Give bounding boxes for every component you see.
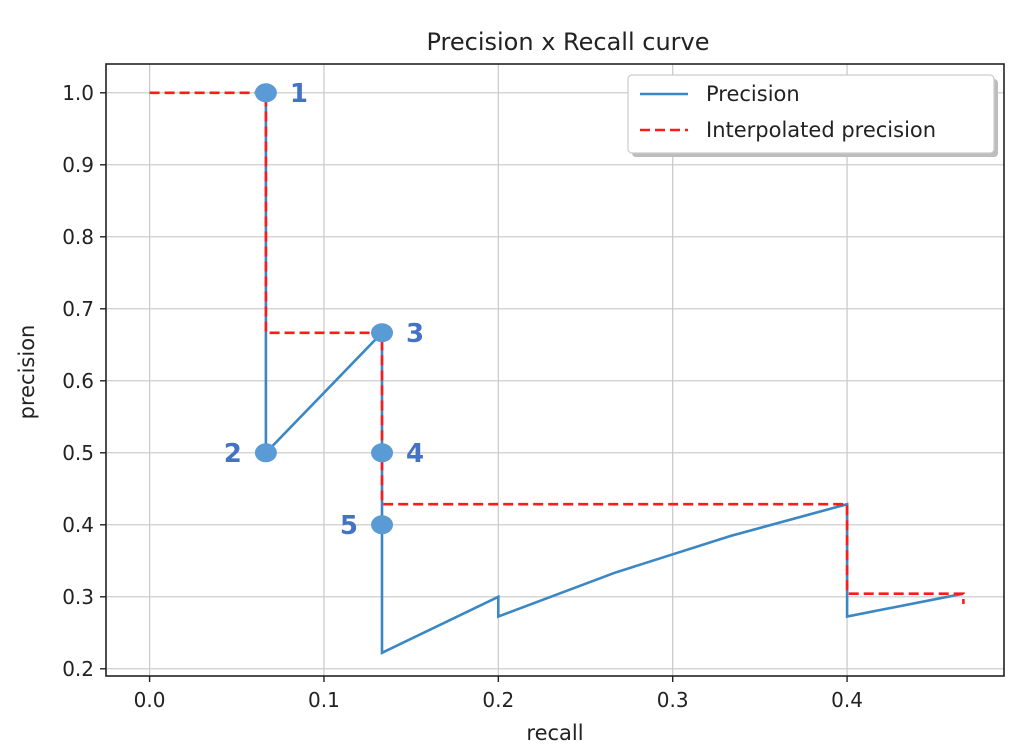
- y-tick-label-3: 0.5: [62, 441, 94, 465]
- highlighted-points: 1 2 3 4 5: [224, 79, 424, 541]
- point-label-4: 4: [406, 439, 424, 469]
- axes-frame: [105, 63, 1005, 677]
- point-marker-2: [254, 443, 277, 463]
- point-marker-4: [371, 443, 394, 463]
- y-axis-ticks: 0.2 0.3 0.4 0.5 0.6 0.7 0.8 0.9 1.0: [62, 81, 106, 681]
- point-label-5: 5: [340, 511, 358, 541]
- legend-box: [627, 74, 995, 154]
- x-axis-label: recall: [526, 721, 583, 745]
- x-tick-label-2: 0.2: [482, 688, 514, 712]
- x-tick-label-3: 0.3: [657, 688, 689, 712]
- plot-area: [106, 64, 1004, 676]
- point-marker-5: [371, 515, 394, 535]
- y-tick-label-7: 0.9: [62, 153, 94, 177]
- y-tick-label-1: 0.3: [62, 585, 94, 609]
- x-tick-label-1: 0.1: [308, 688, 340, 712]
- x-tick-label-0: 0.0: [134, 688, 166, 712]
- y-tick-label-5: 0.7: [62, 297, 94, 321]
- legend: Precision Interpolated precision: [627, 74, 998, 157]
- point-marker-3: [371, 323, 394, 343]
- y-tick-label-2: 0.4: [62, 513, 94, 537]
- series-line-interpolated-precision: [149, 91, 965, 604]
- x-tick-label-4: 0.4: [831, 688, 863, 712]
- axes-border: [105, 63, 1005, 677]
- y-tick-label-8: 1.0: [62, 81, 94, 105]
- point-label-1: 1: [290, 79, 308, 109]
- point-label-2: 2: [224, 439, 242, 469]
- plot-background: [106, 64, 1004, 676]
- legend-entry-0: Precision: [706, 82, 800, 106]
- point-marker-1: [254, 83, 277, 103]
- point-label-3: 3: [406, 319, 424, 349]
- x-axis-ticks: 0.0 0.1 0.2 0.3 0.4: [134, 676, 863, 712]
- y-tick-label-6: 0.8: [62, 225, 94, 249]
- y-tick-label-4: 0.6: [62, 369, 94, 393]
- y-axis-label: precision: [15, 325, 39, 420]
- y-tick-label-0: 0.2: [62, 657, 94, 681]
- chart-title: Precision x Recall curve: [426, 28, 709, 56]
- legend-entry-1: Interpolated precision: [706, 118, 936, 142]
